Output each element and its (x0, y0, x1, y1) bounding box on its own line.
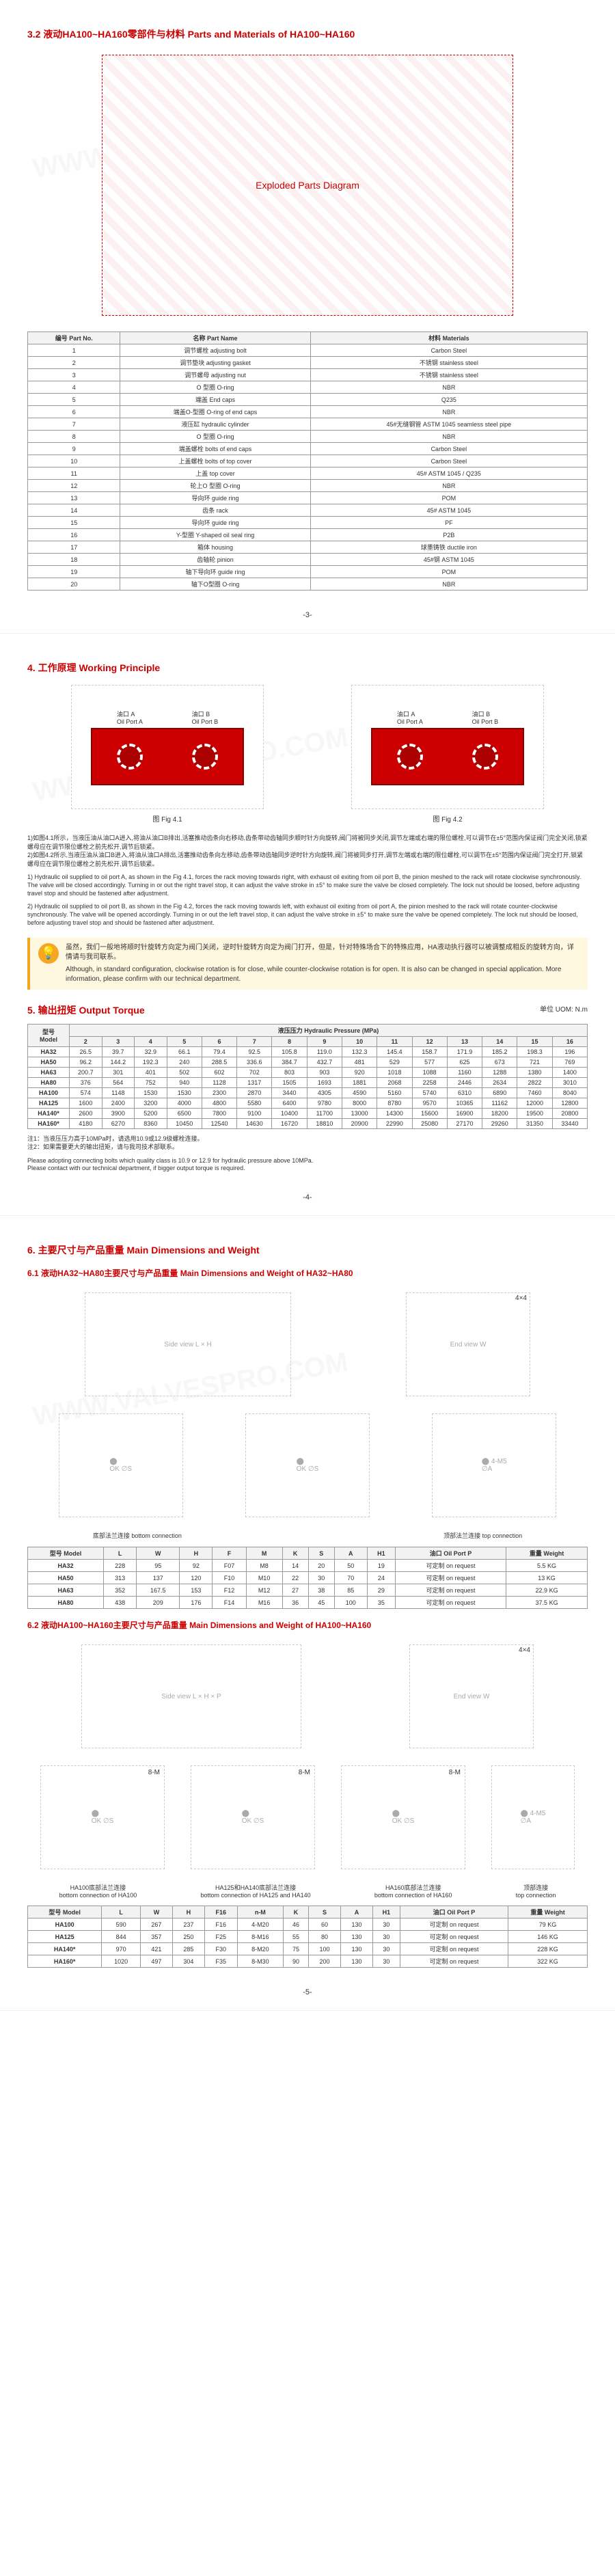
top-flange: ⬤ 4-M5∅A (432, 1413, 556, 1517)
section-5-title: 5. 输出扭矩 Output Torque 单位 UOM: N.m (27, 1003, 588, 1017)
section-6-1-title: 6.1 液动HA32~HA80主要尺寸与产品重量 Main Dimensions… (27, 1267, 588, 1279)
oil-port-a-label: 油口 A Oil Port A (117, 709, 143, 725)
exploded-placeholder (102, 55, 513, 316)
ha100-ha160-flange-diagrams: 8-M⬤OK ∅S 8-M⬤OK ∅S 8-M⬤OK ∅S ⬤ 4-M5∅A (27, 1762, 588, 1873)
fig-4-1-caption: 图 Fig 4.1 (71, 813, 264, 824)
oil-port-a-label-2: 油口 A Oil Port A (397, 709, 423, 725)
fig-4-1-container: 油口 A Oil Port A 油口 B Oil Port B 图 Fig 4.… (71, 685, 264, 824)
principle-en-1: 1) Hydraulic oil supplied to oil port A,… (27, 873, 588, 897)
section-3-2-title: 3.2 液动HA100~HA160零部件与材料 Parts and Materi… (27, 27, 588, 41)
gear-right-2 (472, 744, 498, 770)
ha125-bottom-label: HA125和HA140底部法兰连接 bottom connection of H… (201, 1883, 311, 1899)
section-5-title-text: 5. 输出扭矩 Output Torque (27, 1005, 145, 1016)
dim-end-view: End view W4×4 (406, 1292, 530, 1396)
gear-left-2 (397, 744, 423, 770)
ha100-bottom: 8-M⬤OK ∅S (40, 1765, 165, 1869)
bottom-flange-2: ⬤OK ∅S (245, 1413, 370, 1517)
ha32-ha80-diagrams: Side view L × H End view W4×4 (27, 1289, 588, 1400)
dim-table-ha100-ha160: 型号 ModelLWHF16n-MKSAH1油口 Oil Port P重量 We… (27, 1906, 588, 1968)
ha160-bottom-label: HA160底部法兰连接 bottom connection of HA160 (374, 1883, 452, 1899)
oil-port-b-label-2: 油口 B Oil Port B (472, 709, 499, 725)
ha32-ha80-flange-diagrams: ⬤OK ∅S ⬤OK ∅S ⬤ 4-M5∅A (27, 1410, 588, 1521)
dim-side-view: Side view L × H (85, 1292, 291, 1396)
dim-side-view-2: Side view L × H × P (81, 1644, 301, 1748)
note-en: Although, in standard configuration, clo… (66, 965, 579, 984)
special-note: 💡 虽然，我们一般地将顺时针旋转方向定为阀门关闭，逆时针旋转方向定为阀门打开，但… (27, 938, 588, 990)
working-principle-diagrams: 油口 A Oil Port A 油口 B Oil Port B 图 Fig 4.… (27, 685, 588, 824)
parts-materials-table: 编号 Part No. 名称 Part Name 材料 Materials 1调… (27, 331, 588, 591)
page-number-5: -5- (27, 1988, 588, 1996)
pressure-header: 液压压力 Hydraulic Pressure (MPa) (70, 1024, 588, 1036)
principle-en-2: 2) Hydraulic oil supplied to oil port B,… (27, 903, 588, 927)
col-partno: 编号 Part No. (28, 332, 120, 344)
ha125-bottom: 8-M⬤OK ∅S (191, 1765, 315, 1869)
ha160-bottom: 8-M⬤OK ∅S (341, 1765, 465, 1869)
exploded-diagram (27, 55, 588, 318)
dim-table-ha32-ha80: 型号 ModelLWHFMKSAH1油口 Oil Port P重量 Weight… (27, 1547, 588, 1609)
page-4: WWW.VALVESPRO.COM 4. 工作原理 Working Princi… (0, 634, 615, 1216)
oil-port-b-label: 油口 B Oil Port B (192, 709, 219, 725)
page-3: WWW.VALVESPRO.COM 3.2 液动HA100~HA160零部件与材… (0, 0, 615, 634)
torque-note-en: Please adopting connecting bolts which q… (27, 1157, 588, 1173)
fig-4-2: 油口 A Oil Port A 油口 B Oil Port B (351, 685, 544, 809)
note-cn: 虽然，我们一般地将顺时针旋转方向定为阀门关闭，逆时针旋转方向定为阀门打开，但是，… (66, 943, 579, 962)
dim-end-view-2: End view W4×4 (409, 1644, 534, 1748)
bottom-flange-1: ⬤OK ∅S (59, 1413, 183, 1517)
page-5: WWW.VALVESPRO.COM 6. 主要尺寸与产品重量 Main Dime… (0, 1216, 615, 2011)
section-6-2-title: 6.2 液动HA100~HA160主要尺寸与产品重量 Main Dimensio… (27, 1619, 588, 1631)
gear-left-1 (117, 744, 143, 770)
ha100-bottom-label: HA100底部法兰连接 bottom connection of HA100 (59, 1883, 137, 1899)
torque-note-cn: 注1：当液压压力高于10MPa时，请选用10.9或12.9级螺栓连接。 注2：如… (27, 1135, 588, 1152)
actuator-body-1 (91, 728, 244, 785)
section-6-title: 6. 主要尺寸与产品重量 Main Dimensions and Weight (27, 1243, 588, 1257)
model-header: 型号 Model (28, 1024, 70, 1046)
fig-4-1: 油口 A Oil Port A 油口 B Oil Port B (71, 685, 264, 809)
gear-right-1 (192, 744, 218, 770)
unit-label: 单位 UOM: N.m (540, 1003, 588, 1014)
top-conn-2: ⬤ 4-M5∅A (491, 1765, 575, 1869)
actuator-body-2 (371, 728, 524, 785)
page-number-4: -4- (27, 1193, 588, 1202)
output-torque-table: 型号 Model 液压压力 Hydraulic Pressure (MPa) 2… (27, 1024, 588, 1129)
top-conn-label: 顶部法兰连接 top connection (443, 1531, 522, 1540)
principle-cn: 1)如图4.1所示，当液压油从油口A进入,将油从油口B排出,活塞推动齿条向右移动… (27, 834, 588, 868)
top-conn-label-2: 顶部连接 top connection (516, 1883, 556, 1899)
bulb-icon: 💡 (38, 943, 59, 964)
fig-4-2-container: 油口 A Oil Port A 油口 B Oil Port B 图 Fig 4.… (351, 685, 544, 824)
col-partname: 名称 Part Name (120, 332, 310, 344)
col-materials: 材料 Materials (310, 332, 587, 344)
ha100-ha160-diagrams: Side view L × H × P End view W4×4 (27, 1641, 588, 1752)
bottom-conn-label: 底部法兰连接 bottom connection (93, 1531, 182, 1540)
fig-4-2-caption: 图 Fig 4.2 (351, 813, 544, 824)
page-number-3: -3- (27, 611, 588, 619)
section-4-title: 4. 工作原理 Working Principle (27, 661, 588, 675)
